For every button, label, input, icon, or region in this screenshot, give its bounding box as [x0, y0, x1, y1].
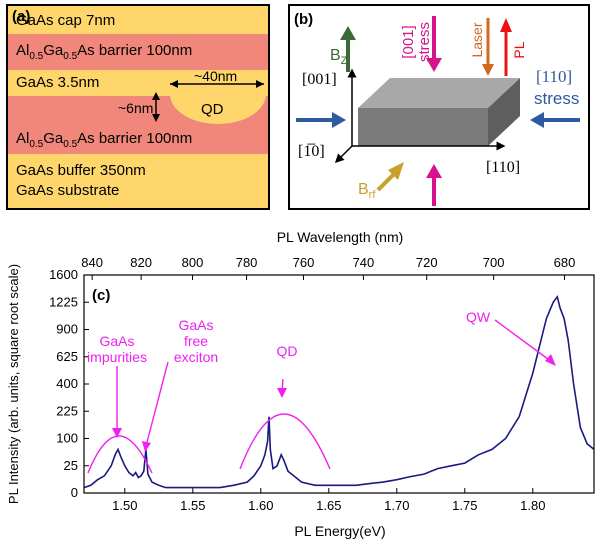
stress-001-label-a: [001]: [400, 25, 417, 58]
top-axis-label: PL Wavelength (nm): [277, 229, 404, 245]
axis-1m10-label: [1̅0]: [298, 143, 325, 160]
panel-a-label: (a): [12, 8, 31, 25]
layer-gaas-buffer: GaAs buffer 350nm GaAs substrate: [8, 154, 268, 208]
top-tick-label: 800: [182, 255, 204, 270]
x-tick-label: 1.50: [112, 498, 137, 513]
y-tick-label: 1600: [49, 267, 78, 282]
y-tick-label: 625: [56, 349, 78, 364]
qd-arc: [239, 413, 331, 470]
top-tick-label: 700: [483, 255, 505, 270]
quantum-dot-shape: [170, 94, 266, 124]
annotations: [87, 319, 553, 474]
stress-001-label-b: stress: [416, 22, 433, 62]
buffer-label: GaAs buffer 350nm: [16, 162, 146, 179]
y-tick-label: 400: [56, 376, 78, 391]
top-tick-label: 840: [81, 255, 103, 270]
axis-1m10-line: [334, 145, 353, 164]
top-tick-label: 680: [554, 255, 576, 270]
sample-front-face: [358, 108, 488, 146]
y-tick-label: 225: [56, 403, 78, 418]
substrate-label: GaAs substrate: [16, 182, 120, 199]
x-tick-label: 1.70: [384, 498, 409, 513]
qd-width-label: ~40nm: [194, 68, 238, 84]
layer-gaas-well: GaAs 3.5nm: [8, 70, 268, 96]
sample-side-face: [488, 78, 520, 146]
annotation-impurities-b: impurities: [87, 349, 147, 365]
laser-label: Laser: [469, 22, 485, 57]
y-axis-label: PL Intensity (arb. units, square root sc…: [6, 264, 21, 504]
quantum-dot-diagram: [152, 80, 266, 124]
top-tick-label: 820: [130, 255, 152, 270]
brf-label: Brf: [358, 181, 376, 201]
pl-spectrum-line: [83, 294, 595, 489]
annotation-arrowheads: [112, 354, 556, 452]
qd-label: QD: [201, 101, 224, 118]
x-axis-label: PL Energy(eV): [294, 523, 385, 539]
top-tick-label: 720: [416, 255, 438, 270]
x-tick-label: 1.55: [180, 498, 205, 513]
chart-axes: 1.50 1.55 1.60 1.65 1.70 1.75 1.80 0 25 100 225 400…: [49, 255, 575, 513]
x-tick-label: 1.75: [452, 498, 477, 513]
annotation-qw: QW: [466, 309, 491, 325]
setup-diagram: (b) BZ [001] [1̅0] [110] Brf [001] stres…: [294, 11, 580, 206]
impurities-arc: [87, 435, 153, 474]
plot-frame: [83, 274, 595, 494]
axis-110-label: [110]: [486, 159, 520, 176]
annotation-free-a: GaAs: [178, 317, 213, 333]
axis-001-label: [001]: [302, 71, 337, 88]
gaas-well-label: GaAs 3.5nm: [16, 74, 100, 91]
y-tick-label: 0: [71, 485, 78, 500]
stress-110-label-a: [110]: [536, 67, 572, 86]
x-tick-label: 1.80: [520, 498, 545, 513]
panel-b-label: (b): [294, 11, 313, 28]
pl-spectrum-chart: 1.50 1.55 1.60 1.65 1.70 1.75 1.80 0 25 100 225 400…: [6, 229, 595, 539]
top-tick-label: 760: [293, 255, 315, 270]
stress-110-label-b: stress: [534, 89, 579, 108]
x-tick-label: 1.60: [248, 498, 273, 513]
panel-c-label: (c): [92, 287, 110, 304]
bz-label: BZ: [330, 47, 348, 67]
sample-structure-panel: GaAs cap 7nm Al0.5Ga0.5As barrier 100nm …: [6, 4, 270, 210]
layer-gaas-cap-label: GaAs cap 7nm: [16, 12, 116, 29]
qd-height-label: ~6nm: [118, 100, 154, 116]
annotation-free-c: exciton: [174, 349, 218, 365]
y-tick-label: 900: [56, 322, 78, 337]
annotation-qd: QD: [277, 343, 298, 359]
annotation-impurities-a: GaAs: [99, 333, 134, 349]
y-tick-label: 100: [56, 431, 78, 446]
top-tick-label: 740: [353, 255, 375, 270]
annotation-free-b: free: [184, 333, 208, 349]
experiment-setup-panel: (b) BZ [001] [1̅0] [110] Brf [001] stres…: [288, 4, 590, 210]
barrier-top-label: Al0.5Ga0.5As barrier 100nm: [16, 42, 193, 62]
pl-label: PL: [511, 41, 527, 58]
x-tick-label: 1.65: [316, 498, 341, 513]
sample-top-face: [358, 78, 520, 108]
top-tick-label: 780: [236, 255, 258, 270]
barrier-bottom-label: Al0.5Ga0.5As barrier 100nm: [16, 130, 193, 150]
y-tick-label: 1225: [49, 294, 78, 309]
layer-gaas-cap: GaAs cap 7nm: [8, 6, 268, 34]
y-tick-label: 25: [64, 458, 78, 473]
layer-algaas-barrier-top: Al0.5Ga0.5As barrier 100nm: [8, 34, 268, 70]
